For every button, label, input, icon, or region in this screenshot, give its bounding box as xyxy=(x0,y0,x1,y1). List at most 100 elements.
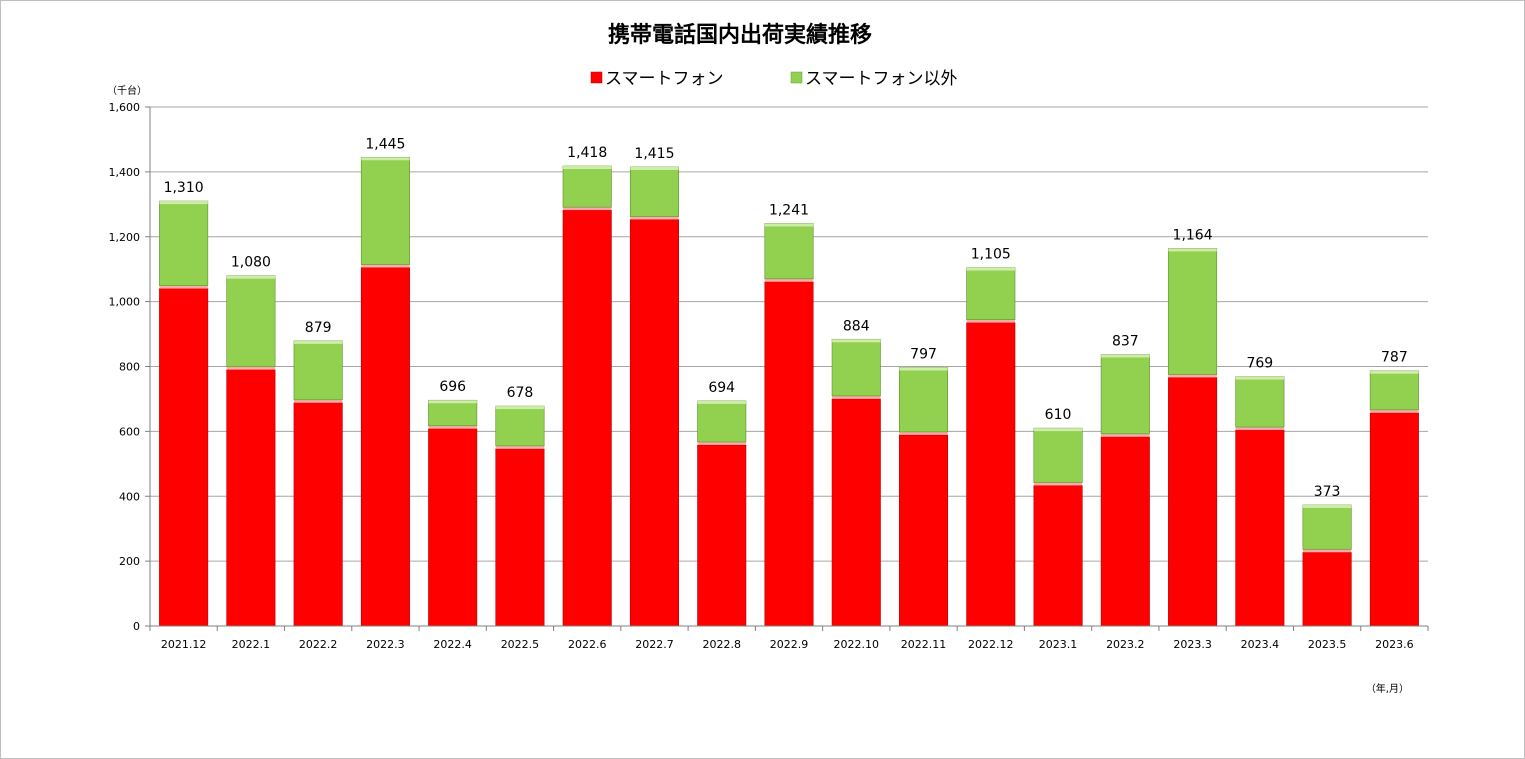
x-tick-label: 2022.12 xyxy=(968,638,1014,651)
bar-other-highlight xyxy=(630,167,679,171)
total-label: 1,445 xyxy=(365,136,405,152)
bar-other-highlight xyxy=(361,157,410,161)
bar-other-highlight xyxy=(764,223,814,227)
bar-smartphone-highlight xyxy=(1101,433,1150,437)
bar-smartphone xyxy=(1235,429,1285,627)
bar-smartphone xyxy=(1369,412,1419,627)
total-label: 694 xyxy=(708,380,735,396)
total-label: 797 xyxy=(910,346,937,362)
bar-smartphone-highlight xyxy=(1168,374,1217,378)
total-label: 1,080 xyxy=(231,255,271,271)
bars xyxy=(159,156,1419,627)
bar-smartphone xyxy=(764,281,814,627)
bar-other xyxy=(1369,370,1419,411)
bar-other xyxy=(293,340,343,401)
y-tick-label: 1,400 xyxy=(109,166,141,179)
bar-smartphone xyxy=(966,322,1016,627)
x-tick-label: 2022.8 xyxy=(702,638,741,651)
bar-smartphone-highlight xyxy=(562,207,612,211)
bar-stack xyxy=(1302,504,1352,627)
x-tick-label: 2022.4 xyxy=(433,638,472,651)
bar-smartphone-highlight xyxy=(966,319,1016,323)
total-label: 837 xyxy=(1112,333,1139,349)
bar-smartphone xyxy=(495,448,545,627)
x-tick-label: 2021.12 xyxy=(161,638,207,651)
bar-smartphone-highlight xyxy=(832,395,881,399)
y-tick-label: 1,000 xyxy=(109,296,141,309)
bar-stack xyxy=(159,200,209,627)
bar-smartphone xyxy=(1100,436,1150,627)
bar-other-highlight xyxy=(159,201,208,205)
chart-title: 携帯電話国内出荷実績推移 xyxy=(608,22,872,48)
bar-smartphone-highlight xyxy=(697,441,746,445)
bar-smartphone-highlight xyxy=(159,285,208,289)
bar-other-highlight xyxy=(1370,370,1419,374)
total-label: 678 xyxy=(507,385,534,401)
bar-stack xyxy=(226,275,276,627)
x-tick-label: 2022.11 xyxy=(901,638,947,651)
bar-smartphone-highlight xyxy=(226,366,276,370)
total-label: 879 xyxy=(305,320,332,336)
bar-smartphone-highlight xyxy=(899,431,948,435)
total-label: 769 xyxy=(1246,356,1273,372)
bar-other-highlight xyxy=(899,367,948,371)
bar-smartphone xyxy=(899,434,949,627)
x-tick-label: 2023.5 xyxy=(1308,638,1347,651)
bar-other-highlight xyxy=(1033,428,1083,432)
bar-stack xyxy=(1168,248,1218,627)
bar-smartphone xyxy=(428,428,478,627)
total-label: 610 xyxy=(1045,407,1072,423)
legend-swatch-smartphone xyxy=(590,71,603,84)
legend: スマートフォン スマートフォン以外 xyxy=(590,69,958,89)
x-tick-label: 2022.2 xyxy=(299,638,338,651)
bar-stack xyxy=(697,400,747,627)
legend-label-other: スマートフォン以外 xyxy=(805,69,958,89)
bar-stack xyxy=(831,338,881,627)
bar-other xyxy=(1033,427,1083,483)
bar-stack xyxy=(899,367,949,627)
x-tick-label: 2022.1 xyxy=(232,638,271,651)
bar-stack xyxy=(764,223,814,627)
bar-other-highlight xyxy=(293,340,343,344)
bar-smartphone xyxy=(562,209,612,627)
bar-other-highlight xyxy=(1168,248,1217,252)
bar-other xyxy=(966,267,1016,321)
x-tick-label: 2023.3 xyxy=(1173,638,1212,651)
x-tick-label: 2023.4 xyxy=(1241,638,1280,651)
bar-smartphone-highlight xyxy=(293,399,343,403)
y-tick-label: 0 xyxy=(133,620,140,633)
bar-smartphone-highlight xyxy=(764,278,814,282)
bar-smartphone-highlight xyxy=(361,264,410,268)
bar-smartphone-highlight xyxy=(428,425,477,429)
bar-other xyxy=(428,399,478,427)
bar-other xyxy=(629,166,679,217)
bar-smartphone xyxy=(629,219,679,627)
bar-smartphone xyxy=(159,288,209,627)
bar-smartphone xyxy=(1168,377,1218,627)
bar-other xyxy=(1100,354,1150,435)
bar-stack xyxy=(1369,370,1419,627)
x-tick-label: 2022.5 xyxy=(501,638,540,651)
bar-other xyxy=(159,200,209,286)
x-tick-label: 2022.10 xyxy=(834,638,880,651)
bar-smartphone-highlight xyxy=(495,445,545,449)
bar-smartphone xyxy=(697,444,747,627)
x-tick-label: 2022.7 xyxy=(635,638,674,651)
x-tick-label: 2023.1 xyxy=(1039,638,1078,651)
bar-other xyxy=(226,275,276,368)
bar-other-highlight xyxy=(226,275,276,279)
bar-other-highlight xyxy=(832,339,881,343)
bar-other-highlight xyxy=(1101,354,1150,358)
bar-smartphone xyxy=(831,398,881,627)
bar-other xyxy=(697,400,747,443)
x-tick-label: 2022.6 xyxy=(568,638,607,651)
bar-other xyxy=(1168,248,1218,375)
bar-other xyxy=(495,405,545,447)
bar-other xyxy=(764,223,814,280)
x-axis-unit-label: （年,月） xyxy=(1366,682,1409,695)
y-tick-label: 1,200 xyxy=(109,231,141,244)
total-label: 1,241 xyxy=(769,202,809,218)
bar-smartphone xyxy=(1302,552,1352,627)
bar-stack xyxy=(360,156,410,627)
